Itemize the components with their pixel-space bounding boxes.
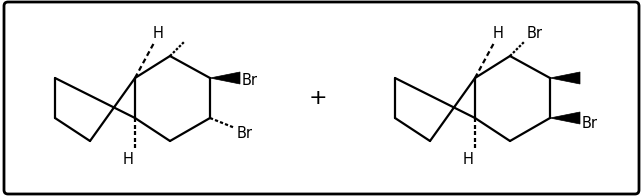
Text: H: H xyxy=(462,152,473,166)
Polygon shape xyxy=(550,72,580,84)
Text: Br: Br xyxy=(242,73,258,87)
Text: H: H xyxy=(152,25,163,41)
Text: Br: Br xyxy=(237,126,253,142)
Text: +: + xyxy=(309,88,327,108)
Polygon shape xyxy=(550,112,580,124)
Text: H: H xyxy=(493,25,503,41)
FancyBboxPatch shape xyxy=(4,2,639,194)
Text: Br: Br xyxy=(582,116,598,132)
Polygon shape xyxy=(210,72,240,84)
Text: Br: Br xyxy=(527,25,543,41)
Text: H: H xyxy=(123,152,134,166)
